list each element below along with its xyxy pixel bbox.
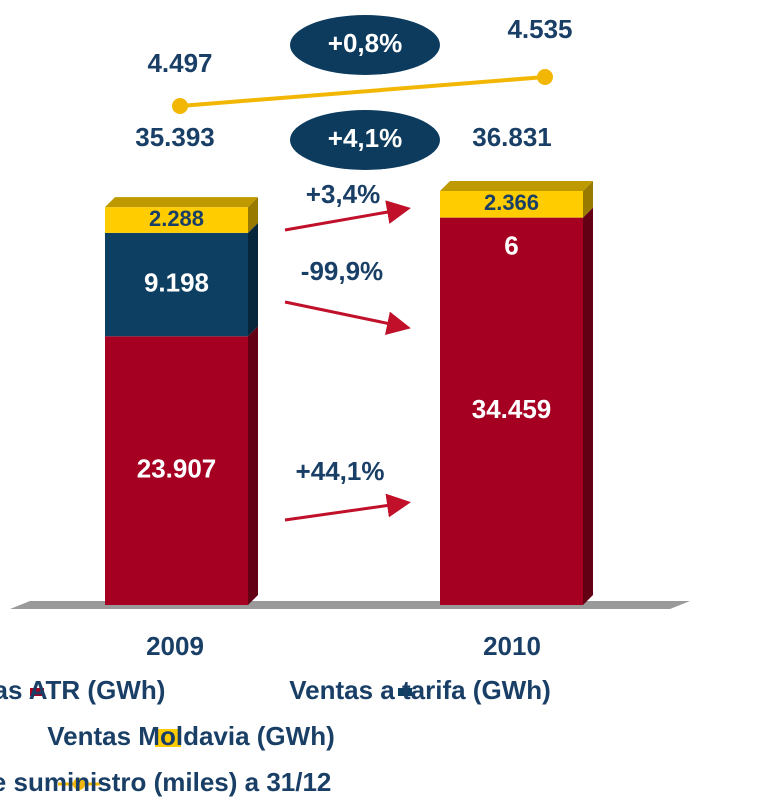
line-point xyxy=(537,69,553,85)
badge xyxy=(290,15,440,75)
x-tick-label: 2009 xyxy=(146,631,204,661)
annotation: +3,4% xyxy=(306,179,380,209)
line-point xyxy=(172,98,188,114)
value-label: 23.907 xyxy=(137,454,217,484)
bar-segment xyxy=(105,336,248,605)
bar-side xyxy=(248,326,258,605)
bar-side xyxy=(583,181,593,218)
legend-swatch xyxy=(155,729,181,747)
arrow xyxy=(284,200,411,232)
bar-side xyxy=(583,207,593,605)
value-label: 34.459 xyxy=(472,394,552,424)
legend-label: Ventas a tarifa (GWh) xyxy=(289,675,551,705)
line-label: 4.535 xyxy=(507,14,572,44)
line xyxy=(179,75,546,108)
legend-label: Ventas Moldavia (GWh) xyxy=(47,721,335,751)
annotation: +44,1% xyxy=(296,456,385,486)
arrow xyxy=(284,300,411,336)
arrow xyxy=(284,493,411,522)
value-label: 9.198 xyxy=(144,267,209,297)
total-label: 35.393 xyxy=(135,122,215,152)
x-tick-label: 2010 xyxy=(483,631,541,661)
value-label: 6 xyxy=(504,231,518,261)
annotation: +4,1% xyxy=(328,123,402,153)
total-label: 36.831 xyxy=(472,122,552,152)
bar-top xyxy=(105,197,258,208)
legend-swatch xyxy=(398,688,412,696)
bar-top xyxy=(440,181,593,191)
annotation: +0,8% xyxy=(328,28,402,58)
bar-side xyxy=(248,222,258,337)
legend-label: Puntos de suministro (miles) a 31/12 xyxy=(0,767,331,797)
bar-segment xyxy=(105,207,248,233)
bar-segment xyxy=(440,191,583,218)
value-label: 2.288 xyxy=(149,206,204,231)
bar-segment xyxy=(105,232,248,337)
bar-side xyxy=(583,207,593,218)
line-label: 4.497 xyxy=(147,48,212,78)
bar-segment xyxy=(440,217,583,605)
badge xyxy=(290,110,440,170)
bar-side xyxy=(248,197,258,233)
value-label: 2.366 xyxy=(484,190,539,215)
legend-swatch xyxy=(73,778,85,790)
legend-label: Ventas ATR (GWh) xyxy=(0,675,165,705)
legend-swatch xyxy=(30,688,44,696)
annotation: -99,9% xyxy=(301,256,383,286)
